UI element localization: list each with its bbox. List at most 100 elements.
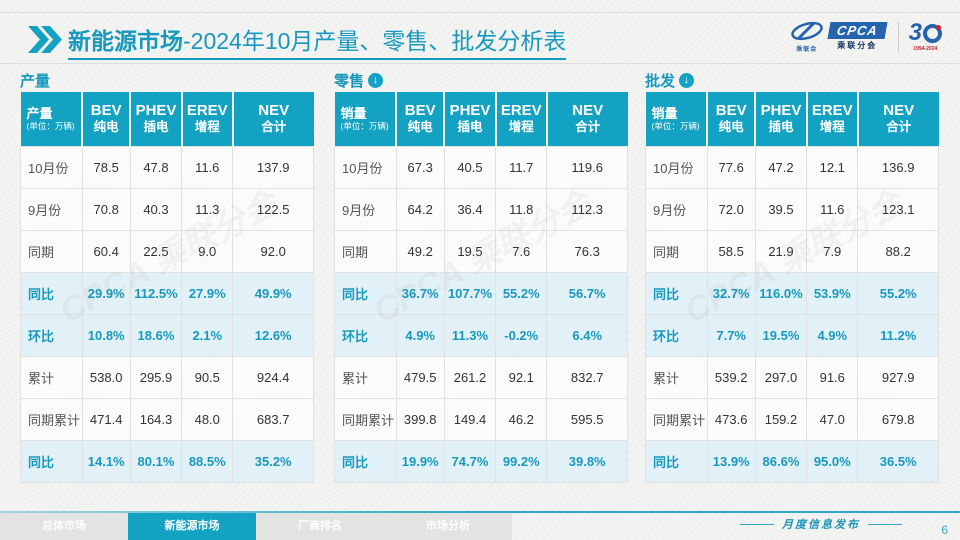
cell-value: 99.2% (495, 439, 548, 483)
cell-value: 11.3 (181, 187, 234, 231)
cell-value: 927.9 (857, 355, 939, 399)
publication-caption: 月度信息发布 (732, 516, 910, 532)
cell-value: 136.9 (857, 145, 939, 189)
row-label: 同比 (334, 439, 397, 483)
table-row: 同比 36.7% 107.7% 55.2% 56.7% (334, 271, 628, 315)
caption-rule-right (868, 523, 902, 525)
column-header: NEV 合计 (232, 92, 314, 146)
cell-value: 29.9% (81, 271, 131, 315)
tab-overall-market[interactable]: 总体市场 (42, 520, 86, 532)
cell-value: 92.1 (495, 355, 548, 399)
cell-value: 91.6 (806, 355, 859, 399)
cell-value: 14.1% (81, 439, 131, 483)
corner-label: 销量 (340, 105, 367, 121)
row-label: 环比 (20, 313, 83, 357)
row-label: 同比 (645, 439, 708, 483)
cell-value: 119.6 (546, 145, 628, 189)
swoosh-logo-caption: 乘联会 (796, 47, 818, 53)
page-number: 6 (941, 523, 948, 537)
cell-value: 7.6 (495, 229, 548, 273)
wholesale-section: 批发 ↓ 销量 (单位：万辆) BEV 纯电 PHEV 插电 EREV 增程 NEV 合计 1… (645, 70, 939, 483)
cell-value: 112.3 (546, 187, 628, 231)
tab-manufacturer-ranking[interactable]: 厂商排名 (298, 520, 342, 532)
cell-value: 112.5% (129, 271, 183, 315)
cpca-label: CPCA (827, 22, 888, 39)
table-row: 10月份 67.3 40.5 11.7 119.6 (334, 145, 628, 189)
column-header: BEV 纯电 (396, 92, 446, 146)
cell-value: 88.2 (857, 229, 939, 273)
wholesale-table: 销量 (单位：万辆) BEV 纯电 PHEV 插电 EREV 增程 NEV 合计 10月份 77… (645, 92, 939, 483)
row-label: 同期 (334, 229, 397, 273)
table-row: 同期累计 473.6 159.2 47.0 679.8 (645, 397, 939, 441)
table-row: 累计 479.5 261.2 92.1 832.7 (334, 355, 628, 399)
table-row: 累计 539.2 297.0 91.6 927.9 (645, 355, 939, 399)
row-label: 10月份 (645, 145, 708, 189)
anniversary-digit: 3 (908, 19, 922, 46)
down-arrow-icon: ↓ (368, 72, 384, 88)
cell-value: 49.9% (232, 271, 314, 315)
cell-value: 70.8 (81, 187, 131, 231)
row-label: 9月份 (334, 187, 397, 231)
table-row: 同期 58.5 21.9 7.9 88.2 (645, 229, 939, 273)
cell-value: 47.0 (806, 397, 859, 441)
tab-nev-market[interactable]: 新能源市场 (128, 513, 256, 540)
table-row: 10月份 77.6 47.2 12.1 136.9 (645, 145, 939, 189)
row-label: 同期 (20, 229, 83, 273)
cell-value: 27.9% (181, 271, 234, 315)
cell-value: 10.8% (81, 313, 131, 357)
bottom-nav: 总体市场 新能源市场 厂商排名 市场分析 (0, 513, 512, 540)
cell-value: 49.2 (395, 229, 445, 273)
tab-market-analysis[interactable]: 市场分析 (426, 520, 470, 532)
cell-value: 55.2% (495, 271, 548, 315)
cpca-swoosh-logo-icon: 乘联会 (789, 20, 825, 53)
cell-value: 538.0 (81, 355, 131, 399)
cell-value: 6.4% (546, 313, 628, 357)
cell-value: 595.5 (546, 397, 628, 441)
row-label: 环比 (645, 313, 708, 357)
row-label: 同期累计 (645, 397, 708, 441)
cell-value: 539.2 (706, 355, 756, 399)
title-emphasis: 新能源市场 (68, 28, 183, 54)
cell-value: 47.2 (754, 145, 808, 189)
row-label: 9月份 (645, 187, 708, 231)
row-label: 环比 (334, 313, 397, 357)
cell-value: 4.9% (806, 313, 859, 357)
slide-header: 新能源市场-2024年10月产量、零售、批发分析表 乘联会 CPCA 乘联分会 … (0, 16, 960, 62)
table-row: 同期累计 399.8 149.4 46.2 595.5 (334, 397, 628, 441)
column-header: EREV 增程 (806, 92, 859, 146)
cell-value: 297.0 (754, 355, 808, 399)
down-arrow-icon: ↓ (679, 72, 695, 88)
cell-value: 36.5% (857, 439, 939, 483)
cell-value: 39.8% (546, 439, 628, 483)
column-header: EREV 增程 (495, 92, 548, 146)
cell-value: 80.1% (129, 439, 183, 483)
table-row: 同期 49.2 19.5 7.6 76.3 (334, 229, 628, 273)
table-row: 同期 60.4 22.5 9.0 92.0 (20, 229, 314, 273)
cell-value: 123.1 (857, 187, 939, 231)
corner-unit: (单位：万辆) (340, 120, 389, 131)
retail-table: 销量 (单位：万辆) BEV 纯电 PHEV 插电 EREV 增程 NEV 合计 10月份 67… (334, 92, 628, 483)
row-label: 同比 (20, 439, 83, 483)
row-label: 同比 (20, 271, 83, 315)
cell-value: 56.7% (546, 271, 628, 315)
production-header-row: 产量 (单位：万辆) BEV 纯电 PHEV 插电 EREV 增程 NEV 合计 (20, 92, 314, 146)
row-label: 同期 (645, 229, 708, 273)
cell-value: 19.5% (754, 313, 808, 357)
cell-value: 21.9 (754, 229, 808, 273)
column-header: EREV 增程 (181, 92, 234, 146)
corner-unit: (单位：万辆) (26, 120, 75, 131)
table-row: 10月份 78.5 47.8 11.6 137.9 (20, 145, 314, 189)
cell-value: 32.7% (706, 271, 756, 315)
cell-value: 295.9 (129, 355, 183, 399)
cell-value: 67.3 (395, 145, 445, 189)
retail-header-row: 销量 (单位：万辆) BEV 纯电 PHEV 插电 EREV 增程 NEV 合计 (334, 92, 628, 146)
logo-group: 乘联会 CPCA 乘联分会 3 1994-2024 (789, 20, 942, 53)
cell-value: 683.7 (232, 397, 314, 441)
cell-value: 86.6% (754, 439, 808, 483)
cell-value: 149.4 (443, 397, 497, 441)
wholesale-header-row: 销量 (单位：万辆) BEV 纯电 PHEV 插电 EREV 增程 NEV 合计 (645, 92, 939, 146)
corner-unit: (单位：万辆) (651, 120, 700, 131)
cell-value: 36.4 (443, 187, 497, 231)
cell-value: 88.5% (181, 439, 234, 483)
